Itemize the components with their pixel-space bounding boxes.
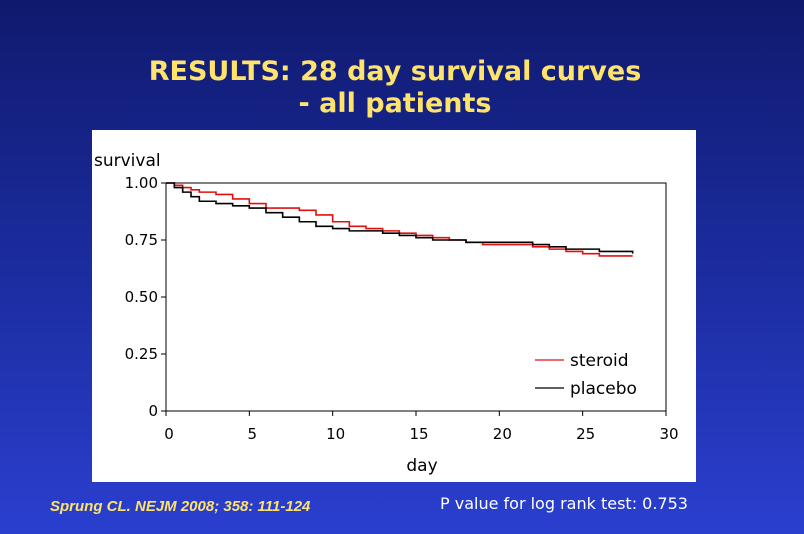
x-tick-label: 30: [659, 425, 678, 443]
y-axis-label: survival: [94, 151, 161, 171]
legend-label-placebo: placebo: [570, 379, 637, 399]
y-tick-label: 1.00: [125, 174, 158, 192]
plot-frame: [165, 182, 667, 412]
citation: Sprung CL. NEJM 2008; 358: 111-124: [50, 498, 311, 515]
y-tick-label: 0: [148, 402, 158, 420]
x-tick-label: 20: [493, 425, 512, 443]
y-tick-label: 0.50: [125, 288, 158, 306]
series-line-steroid: [166, 182, 633, 257]
x-tick-label: 25: [576, 425, 595, 443]
pvalue-note: P value for log rank test: 0.753: [440, 494, 688, 513]
x-tick-label: 10: [326, 425, 345, 443]
slide-title-line-1: RESULTS: 28 day survival curves: [148, 56, 642, 87]
x-tick-label: 15: [409, 425, 428, 443]
chart-panel: survival 0 0.25 0.50 0.75 1.00 0 5 10 15 20 25 30 day…: [92, 130, 696, 482]
x-tick-label: 5: [248, 425, 258, 443]
legend-label-steroid: steroid: [570, 351, 629, 371]
series-line-placebo: [166, 182, 634, 254]
y-tick-label: 0.75: [125, 231, 158, 249]
x-axis-label: day: [406, 456, 437, 476]
y-tick-label: 0.25: [125, 345, 158, 363]
survival-chart: survival 0 0.25 0.50 0.75 1.00 0 5 10 15 20 25 30 day…: [94, 151, 679, 476]
x-tick-label: 0: [164, 425, 174, 443]
slide-title-line-2: - all patients: [298, 88, 492, 119]
